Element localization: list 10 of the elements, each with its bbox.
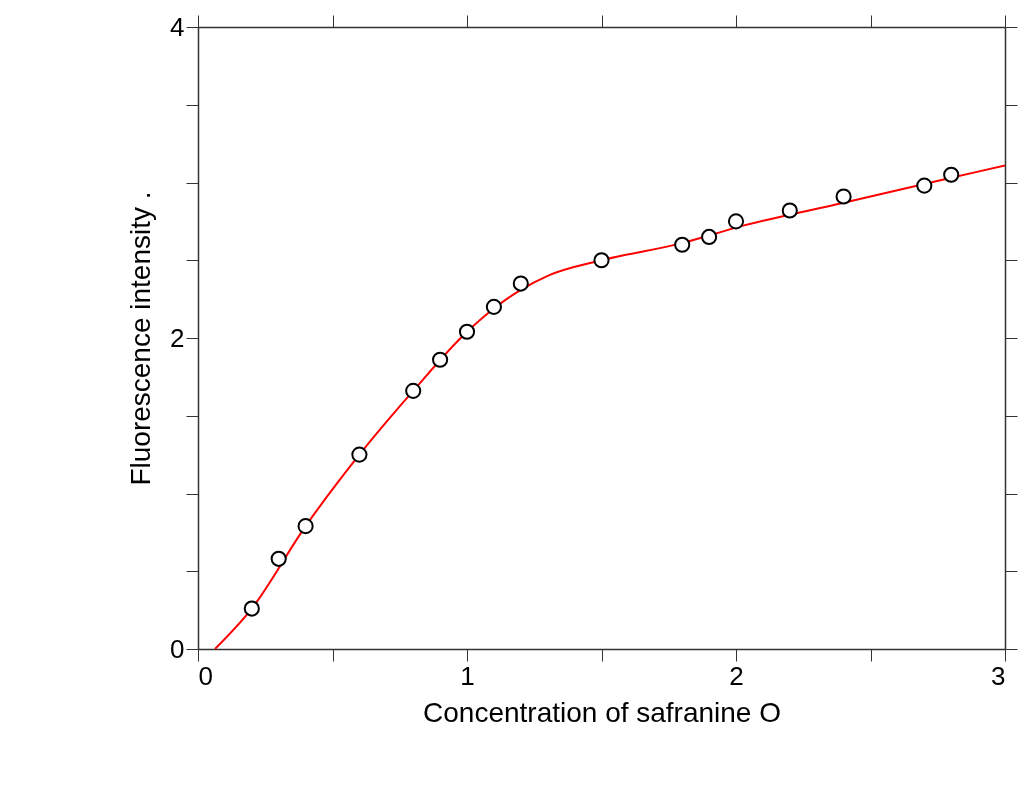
line-series (213, 164, 1005, 649)
x-tick-label: 0 (198, 660, 213, 691)
y-tick-label: 4 (170, 11, 185, 42)
y-tick-label: 2 (170, 322, 185, 353)
x-axis-title: Concentration of safranine O (423, 696, 781, 728)
x-tick-label: 3 (991, 660, 1006, 691)
x-tick-label: 2 (729, 660, 744, 691)
x-tick-label: 1 (460, 660, 475, 691)
y-tick-label: 0 (170, 633, 185, 664)
y-axis-title: Fluorescence intensity . (125, 191, 157, 486)
